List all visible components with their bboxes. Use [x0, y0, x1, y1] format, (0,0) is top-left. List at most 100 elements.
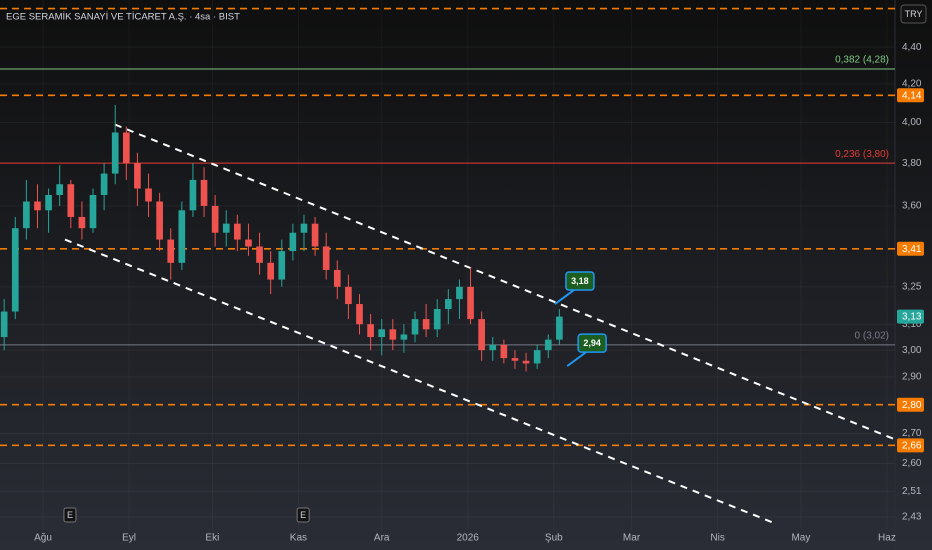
candle: [134, 152, 141, 206]
x-tick-label: Haz: [878, 533, 896, 544]
y-tick-label: 4,00: [902, 117, 922, 128]
y-tick-label: 2,60: [902, 458, 922, 469]
candle: [311, 216, 319, 256]
candle: [256, 232, 263, 275]
candle-body: [433, 309, 441, 330]
y-tick-label: 3,00: [902, 345, 922, 356]
candle: [0, 299, 8, 351]
candle: [433, 299, 441, 338]
candle-body: [300, 223, 308, 233]
level-badge: [897, 241, 924, 256]
trend-line: [64, 238, 776, 525]
candle: [178, 201, 186, 270]
candle-body: [67, 184, 75, 217]
candle-body: [400, 334, 408, 340]
callout-box: [577, 333, 607, 353]
candle-body: [156, 201, 163, 240]
candle: [211, 194, 219, 247]
candle-body: [222, 223, 230, 233]
candle: [511, 350, 519, 369]
candle-body: [134, 163, 141, 189]
currency-box[interactable]: [900, 4, 927, 24]
level-badge-label: 2,66: [902, 440, 922, 451]
candle-body: [478, 319, 485, 351]
candle: [456, 279, 463, 320]
last-price-badge: [897, 309, 924, 324]
chart-title: EGE SERAMİK SANAYİ VE TİCARET A.Ş. · 4sa…: [6, 12, 240, 23]
candle: [278, 239, 286, 287]
x-tick-label: Kas: [290, 533, 307, 544]
x-tick-label: Nis: [710, 533, 724, 544]
currency: TRY: [905, 9, 923, 19]
candle-body: [556, 316, 563, 340]
candle-body: [234, 223, 241, 240]
candle: [522, 352, 530, 372]
level-badge: [897, 397, 924, 412]
candle-body: [256, 246, 263, 263]
candle-body: [544, 339, 552, 351]
candle-body: [45, 194, 52, 211]
candle-body: [389, 329, 397, 340]
level-badge: [897, 88, 924, 103]
candle: [556, 309, 563, 345]
candle: [222, 210, 230, 247]
x-tick-label: May: [791, 533, 810, 544]
candle-body: [122, 132, 130, 164]
x-tick-label: Eyl: [122, 533, 136, 544]
y-tick-label: 3,80: [902, 158, 922, 169]
candle: [245, 223, 252, 256]
candle-body: [445, 299, 452, 310]
candle: [445, 289, 452, 325]
candle: [500, 339, 508, 364]
candle-body: [500, 344, 508, 359]
candle: [78, 201, 86, 240]
candle: [400, 324, 408, 353]
candle: [45, 188, 52, 233]
candle: [122, 126, 130, 180]
candle-body: [289, 232, 297, 252]
candle: [100, 163, 108, 211]
candle: [389, 319, 397, 351]
candle-body: [211, 205, 219, 233]
candle: [289, 223, 297, 261]
level-badge-label: 2,80: [902, 400, 922, 411]
candle: [89, 188, 97, 233]
candle-body: [34, 201, 41, 211]
x-tick-label: Ara: [374, 533, 390, 544]
y-tick-label: 2,70: [902, 428, 922, 439]
callout-label: 2,94: [583, 338, 601, 348]
candle: [422, 304, 430, 338]
candle-body: [56, 184, 64, 195]
candle: [367, 314, 374, 351]
fib-label: 0,236 (3,80): [835, 149, 889, 160]
candle-body: [367, 324, 374, 338]
candle-body: [145, 188, 152, 202]
candle: [356, 294, 363, 335]
candle-body: [178, 210, 186, 263]
candle-body: [467, 286, 474, 320]
y-tick-label: 2,43: [902, 512, 922, 523]
candle-body: [311, 223, 319, 247]
y-tick-label: 2,90: [902, 372, 922, 383]
callout-box: [565, 271, 595, 291]
candle: [467, 267, 474, 325]
y-tick-label: 4,20: [902, 79, 922, 90]
y-tick-label: 3,10: [902, 319, 922, 330]
x-tick-label: Şub: [545, 533, 563, 544]
candle-body: [200, 179, 208, 206]
candle: [378, 319, 386, 356]
candle: [345, 274, 352, 320]
trend-line: [114, 123, 896, 441]
callout-pointer: [566, 351, 587, 367]
candle-body: [422, 319, 430, 330]
candle: [34, 184, 41, 229]
candle-body: [89, 194, 97, 229]
candle-body: [378, 329, 386, 338]
candle-body: [11, 228, 19, 312]
candle-body: [23, 201, 30, 229]
x-tick-label: Eki: [205, 533, 219, 544]
candle: [489, 337, 497, 361]
